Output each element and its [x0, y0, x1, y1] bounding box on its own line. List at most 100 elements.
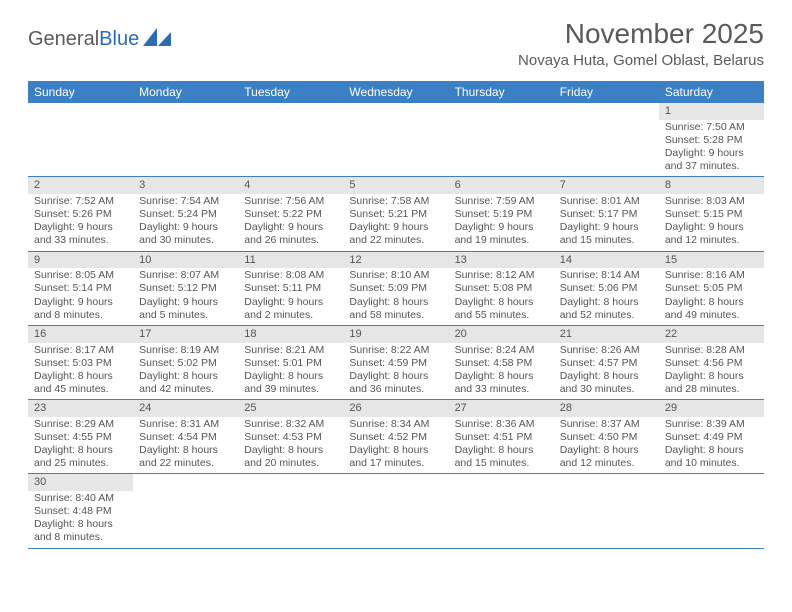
day-number: 1	[659, 103, 764, 120]
logo-text-blue: Blue	[99, 28, 139, 50]
day-details: Sunrise: 8:34 AMSunset: 4:52 PMDaylight:…	[343, 417, 448, 474]
logo-text: GeneralBlue	[28, 28, 139, 51]
day-details: Sunrise: 8:32 AMSunset: 4:53 PMDaylight:…	[238, 417, 343, 474]
day-number	[28, 103, 133, 120]
logo-text-general: General	[28, 28, 99, 50]
week-details-row: Sunrise: 8:29 AMSunset: 4:55 PMDaylight:…	[28, 417, 764, 474]
day-number	[343, 474, 448, 491]
day-number: 16	[28, 325, 133, 342]
logo: GeneralBlue	[28, 18, 171, 51]
day-details: Sunrise: 8:03 AMSunset: 5:15 PMDaylight:…	[659, 194, 764, 251]
day-number	[449, 103, 554, 120]
day-number: 7	[554, 177, 659, 194]
day-header: Monday	[133, 81, 238, 103]
day-number: 10	[133, 251, 238, 268]
day-details	[659, 491, 764, 548]
day-details: Sunrise: 7:56 AMSunset: 5:22 PMDaylight:…	[238, 194, 343, 251]
day-details: Sunrise: 7:54 AMSunset: 5:24 PMDaylight:…	[133, 194, 238, 251]
day-details: Sunrise: 8:17 AMSunset: 5:03 PMDaylight:…	[28, 343, 133, 400]
day-number: 23	[28, 400, 133, 417]
day-number: 14	[554, 251, 659, 268]
day-number: 20	[449, 325, 554, 342]
day-details	[554, 120, 659, 177]
header: GeneralBlue November 2025 Novaya Huta, G…	[0, 0, 792, 75]
day-number: 22	[659, 325, 764, 342]
week-details-row: Sunrise: 7:50 AMSunset: 5:28 PMDaylight:…	[28, 120, 764, 177]
day-number	[343, 103, 448, 120]
day-number	[133, 474, 238, 491]
day-number: 2	[28, 177, 133, 194]
day-header: Saturday	[659, 81, 764, 103]
day-header: Wednesday	[343, 81, 448, 103]
week-number-row: 1	[28, 103, 764, 120]
day-details: Sunrise: 8:10 AMSunset: 5:09 PMDaylight:…	[343, 268, 448, 325]
day-number: 5	[343, 177, 448, 194]
day-header: Thursday	[449, 81, 554, 103]
day-number: 3	[133, 177, 238, 194]
day-number: 26	[343, 400, 448, 417]
day-number: 28	[554, 400, 659, 417]
calendar-table: Sunday Monday Tuesday Wednesday Thursday…	[28, 81, 764, 549]
day-details: Sunrise: 8:16 AMSunset: 5:05 PMDaylight:…	[659, 268, 764, 325]
day-details	[343, 120, 448, 177]
day-details: Sunrise: 8:31 AMSunset: 4:54 PMDaylight:…	[133, 417, 238, 474]
week-number-row: 23242526272829	[28, 400, 764, 417]
day-details: Sunrise: 8:28 AMSunset: 4:56 PMDaylight:…	[659, 343, 764, 400]
day-number: 29	[659, 400, 764, 417]
day-details: Sunrise: 8:08 AMSunset: 5:11 PMDaylight:…	[238, 268, 343, 325]
day-details	[554, 491, 659, 548]
day-number: 9	[28, 251, 133, 268]
day-details	[449, 491, 554, 548]
day-details: Sunrise: 8:14 AMSunset: 5:06 PMDaylight:…	[554, 268, 659, 325]
day-number: 25	[238, 400, 343, 417]
day-details: Sunrise: 8:07 AMSunset: 5:12 PMDaylight:…	[133, 268, 238, 325]
day-details: Sunrise: 8:29 AMSunset: 4:55 PMDaylight:…	[28, 417, 133, 474]
week-details-row: Sunrise: 8:05 AMSunset: 5:14 PMDaylight:…	[28, 268, 764, 325]
day-details: Sunrise: 8:37 AMSunset: 4:50 PMDaylight:…	[554, 417, 659, 474]
day-header-row: Sunday Monday Tuesday Wednesday Thursday…	[28, 81, 764, 103]
day-number: 11	[238, 251, 343, 268]
day-details: Sunrise: 8:05 AMSunset: 5:14 PMDaylight:…	[28, 268, 133, 325]
day-number	[554, 474, 659, 491]
day-details: Sunrise: 7:52 AMSunset: 5:26 PMDaylight:…	[28, 194, 133, 251]
day-details: Sunrise: 8:19 AMSunset: 5:02 PMDaylight:…	[133, 343, 238, 400]
week-details-row: Sunrise: 8:40 AMSunset: 4:48 PMDaylight:…	[28, 491, 764, 548]
day-details: Sunrise: 8:39 AMSunset: 4:49 PMDaylight:…	[659, 417, 764, 474]
day-number: 18	[238, 325, 343, 342]
day-details: Sunrise: 8:24 AMSunset: 4:58 PMDaylight:…	[449, 343, 554, 400]
day-details: Sunrise: 8:40 AMSunset: 4:48 PMDaylight:…	[28, 491, 133, 548]
day-header: Sunday	[28, 81, 133, 103]
day-details: Sunrise: 7:50 AMSunset: 5:28 PMDaylight:…	[659, 120, 764, 177]
day-header: Friday	[554, 81, 659, 103]
location: Novaya Huta, Gomel Oblast, Belarus	[518, 52, 764, 69]
day-number: 21	[554, 325, 659, 342]
sail-icon	[143, 28, 171, 46]
day-details	[133, 491, 238, 548]
day-number	[554, 103, 659, 120]
week-number-row: 9101112131415	[28, 251, 764, 268]
day-number: 15	[659, 251, 764, 268]
day-details: Sunrise: 8:01 AMSunset: 5:17 PMDaylight:…	[554, 194, 659, 251]
day-details: Sunrise: 7:58 AMSunset: 5:21 PMDaylight:…	[343, 194, 448, 251]
day-number: 19	[343, 325, 448, 342]
week-details-row: Sunrise: 8:17 AMSunset: 5:03 PMDaylight:…	[28, 343, 764, 400]
day-details: Sunrise: 8:21 AMSunset: 5:01 PMDaylight:…	[238, 343, 343, 400]
day-details	[133, 120, 238, 177]
week-number-row: 16171819202122	[28, 325, 764, 342]
day-details	[238, 491, 343, 548]
week-details-row: Sunrise: 7:52 AMSunset: 5:26 PMDaylight:…	[28, 194, 764, 251]
day-number: 8	[659, 177, 764, 194]
day-header: Tuesday	[238, 81, 343, 103]
day-details: Sunrise: 8:26 AMSunset: 4:57 PMDaylight:…	[554, 343, 659, 400]
day-details: Sunrise: 7:59 AMSunset: 5:19 PMDaylight:…	[449, 194, 554, 251]
day-number: 13	[449, 251, 554, 268]
day-details: Sunrise: 8:36 AMSunset: 4:51 PMDaylight:…	[449, 417, 554, 474]
week-number-row: 2345678	[28, 177, 764, 194]
day-number: 4	[238, 177, 343, 194]
month-title: November 2025	[518, 18, 764, 50]
day-details: Sunrise: 8:12 AMSunset: 5:08 PMDaylight:…	[449, 268, 554, 325]
title-block: November 2025 Novaya Huta, Gomel Oblast,…	[518, 18, 764, 69]
day-number	[238, 103, 343, 120]
day-number: 6	[449, 177, 554, 194]
day-details	[449, 120, 554, 177]
